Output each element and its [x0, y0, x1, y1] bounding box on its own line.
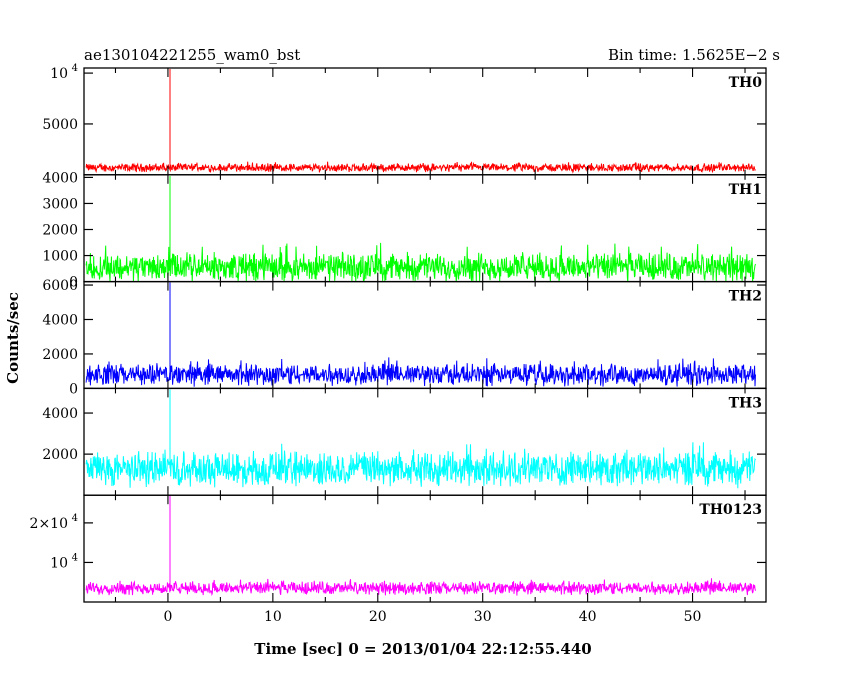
y-tick-label: 10 [50, 555, 68, 571]
bin-time: Bin time: 1.5625E−2 s [608, 46, 780, 64]
panel-label: TH0 [729, 75, 763, 91]
y-tick-exponent: 4 [72, 513, 78, 524]
y-tick-label: 6000 [42, 278, 78, 294]
series-line-th3 [85, 389, 756, 489]
panel-frame [83, 67, 767, 176]
panel-label: TH3 [729, 395, 762, 411]
series-line-th1 [85, 176, 756, 283]
y-tick-label: 5000 [42, 117, 78, 133]
y-tick-label: 0 [69, 275, 78, 291]
y-tick-label: 2×10 [30, 516, 68, 532]
series-line-th2 [85, 282, 756, 387]
y-tick-exponent: 4 [72, 552, 78, 563]
panel-th3: 2000 4000 TH3 [42, 387, 767, 496]
x-tick-label: 40 [579, 609, 597, 625]
y-tick-label: 2000 [42, 347, 78, 363]
panel-th0123: 4 10 4 2×10 TH0123 [30, 494, 767, 603]
x-tick-label: 0 [163, 609, 172, 625]
y-tick-exponent: 4 [72, 63, 78, 74]
series-line-th0123 [85, 496, 756, 597]
panel-th1: 0 1000 2000 3000 4000 TH1 [42, 170, 767, 291]
x-tick-label: 30 [474, 609, 492, 625]
y-tick-label: 4000 [42, 170, 78, 186]
y-tick-label: 2000 [42, 447, 78, 463]
panel-label: TH0123 [699, 502, 762, 518]
y-axis-label: Counts/sec [4, 292, 22, 384]
panel-frame [83, 494, 767, 603]
x-axis-label: Time [sec] 0 = 2013/01/04 22:12:55.440 [254, 640, 591, 658]
y-tick-label: 2000 [42, 223, 78, 239]
x-tick-label: 20 [369, 609, 387, 625]
x-tick-label: 50 [684, 609, 702, 625]
series-line-th0 [85, 69, 756, 174]
y-tick-label: 10 [50, 66, 68, 82]
y-tick-label: 1000 [42, 249, 78, 265]
panel-th2: 0 2000 4000 6000 TH2 [42, 278, 767, 397]
y-tick-label: 0 [69, 381, 78, 397]
y-tick-label: 4000 [42, 406, 78, 422]
panel-th0: 5000 4 10 TH0 [42, 63, 767, 176]
y-tick-label: 3000 [42, 196, 78, 212]
panel-label: TH2 [729, 289, 762, 305]
y-tick-label: 4000 [42, 312, 78, 328]
panel-frame [83, 387, 767, 496]
panel-label: TH1 [729, 182, 762, 198]
x-tick-label: 10 [264, 609, 282, 625]
observation-id: ae130104221255_wam0_bst [84, 46, 300, 64]
